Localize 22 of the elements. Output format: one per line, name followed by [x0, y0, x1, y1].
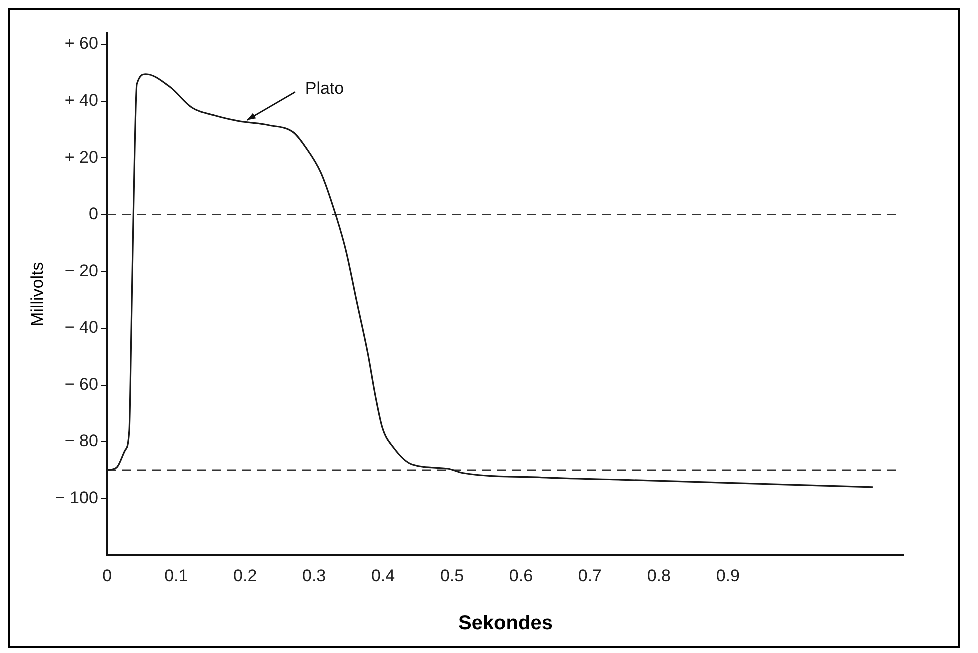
y-tick-label: − 60 — [64, 374, 98, 394]
x-tick-label: 0.4 — [371, 566, 396, 586]
y-tick-label: 0 — [88, 204, 98, 224]
x-tick-label: 0.9 — [716, 566, 740, 586]
x-tick-label: 0 — [102, 566, 112, 586]
y-axis-title: Millivolts — [28, 262, 47, 327]
y-tick-label: − 80 — [64, 432, 98, 451]
x-tick-label: 0.8 — [647, 566, 671, 586]
x-tick-label: 0.6 — [509, 566, 534, 586]
y-tick-label: + 40 — [64, 91, 98, 110]
annotation: Plato — [305, 78, 344, 98]
y-tick-label: − 20 — [64, 261, 98, 280]
x-tick-label: 0.7 — [578, 566, 602, 586]
x-tick-label: 0.2 — [234, 566, 258, 586]
x-axis-title: Sekondes — [458, 612, 553, 635]
x-tick-label: 0.3 — [302, 566, 326, 586]
y-tick-label: + 60 — [64, 34, 98, 54]
x-tick-label: 0.1 — [164, 566, 188, 586]
x-tick-label: 0.5 — [440, 566, 464, 586]
y-tick-label: − 100 — [55, 488, 98, 508]
y-tick-label: + 20 — [64, 148, 98, 167]
y-tick-label: − 40 — [64, 318, 98, 338]
